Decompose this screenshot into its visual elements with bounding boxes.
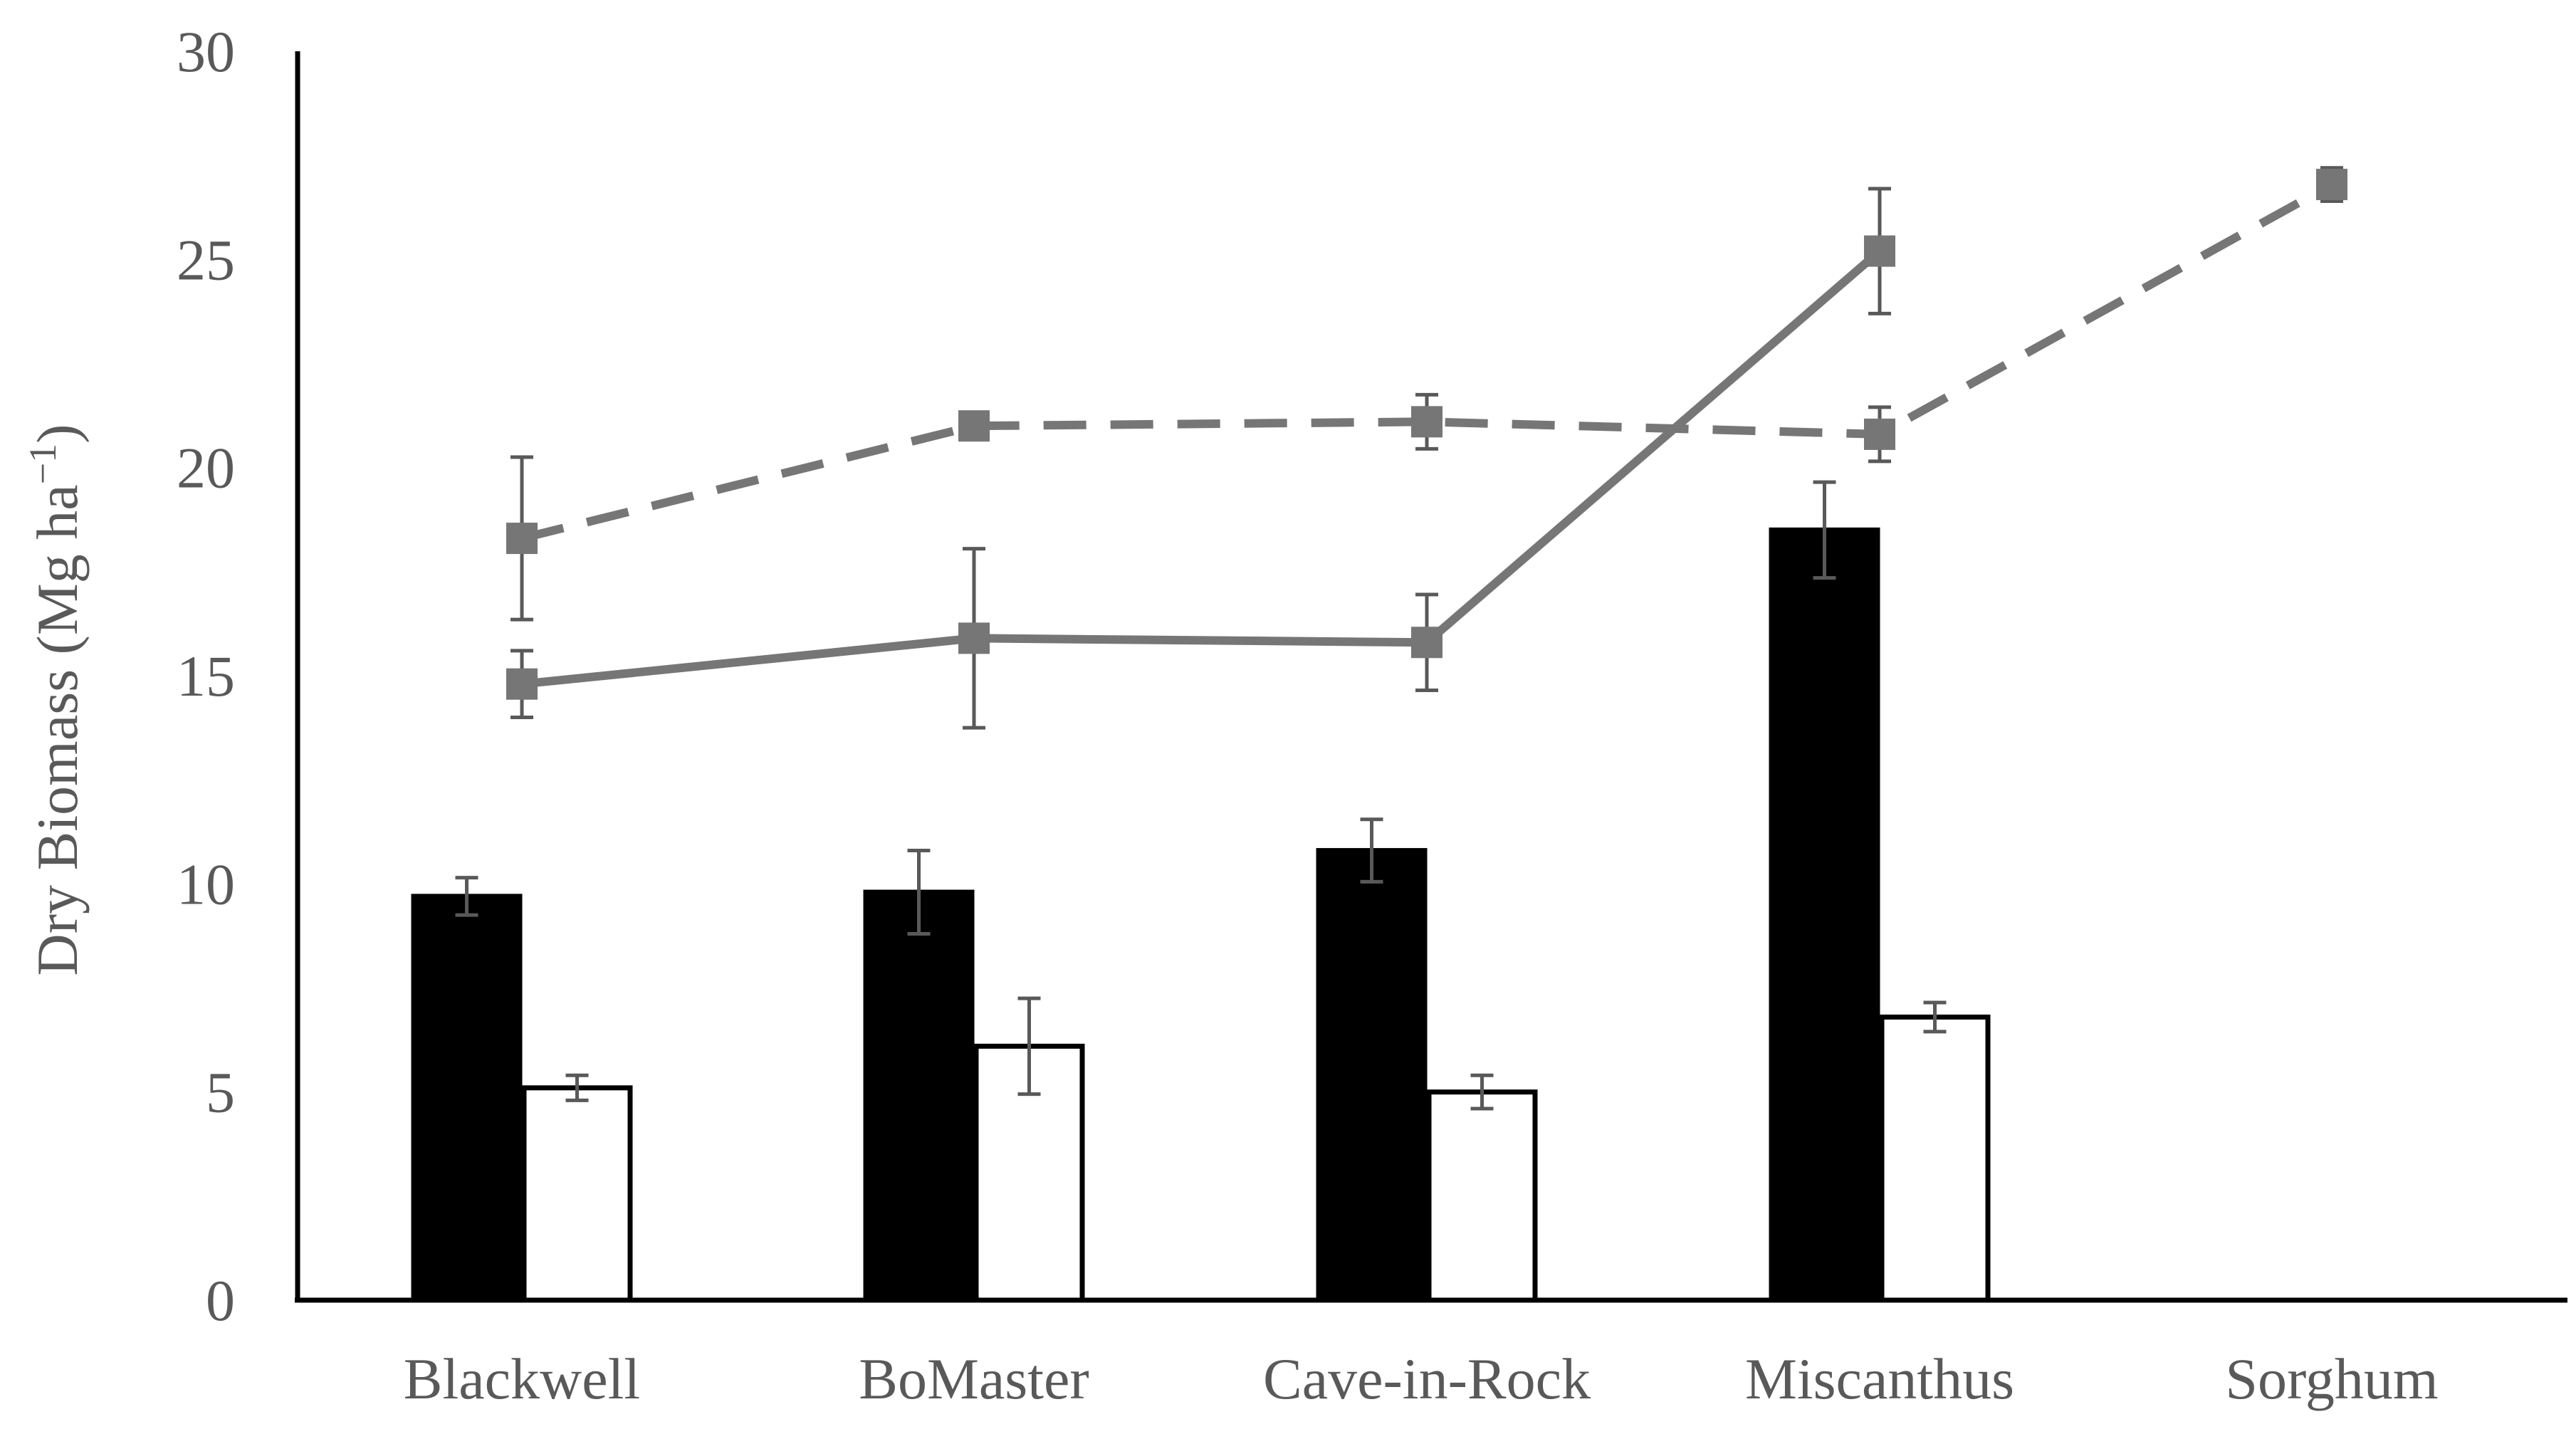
- y-axis-title: Dry Biomass (Mg ha−1): [21, 424, 90, 976]
- lines-layer: [506, 166, 2347, 730]
- y-tick-label: 25: [177, 227, 235, 292]
- x-tick-label: Cave-in-Rock: [1263, 1346, 1591, 1411]
- axes-layer: [295, 51, 2567, 1303]
- bar-white-error-bar: [1923, 1000, 1947, 1034]
- line-solid-marker: [958, 622, 990, 654]
- bar-black-bar: [1769, 527, 1880, 1303]
- line-dashed-marker: [506, 523, 538, 555]
- line-dashed-marker: [2316, 169, 2347, 201]
- y-tick-label: 10: [177, 852, 235, 916]
- bar-white-error-bar: [1017, 996, 1041, 1097]
- line-solid-marker: [1411, 627, 1443, 659]
- x-tick-label: Miscanthus: [1745, 1346, 2014, 1411]
- y-tick-label: 0: [206, 1268, 235, 1333]
- bar-black-bar: [411, 894, 523, 1303]
- bar-black-error-bar: [907, 849, 931, 936]
- y-tick-label: 20: [177, 436, 235, 501]
- line-solid-path: [521, 248, 1883, 689]
- bars-layer: [411, 480, 1991, 1303]
- x-tick-label: Sorghum: [2225, 1346, 2438, 1411]
- bar-white-error-bar: [565, 1073, 589, 1102]
- bar-white-error-bar: [1470, 1073, 1494, 1111]
- y-tick-label: 5: [206, 1060, 235, 1125]
- x-tick-labels: Blackwell BoMaster Cave-in-Rock Miscanthus S…: [404, 1346, 2439, 1411]
- bar-black-bar: [863, 889, 975, 1303]
- y-tick-labels: 0 5 10 15 20 25 30: [177, 19, 235, 1333]
- bar-black-error-bar: [1813, 480, 1836, 580]
- line-dashed-marker: [1864, 418, 1895, 450]
- line-solid-marker: [506, 668, 538, 700]
- y-tick-label: 30: [177, 19, 235, 84]
- bar-black-error-bar: [455, 876, 478, 917]
- bar-white-bar: [521, 1085, 633, 1303]
- x-tick-label: BoMaster: [859, 1346, 1089, 1411]
- line-dashed-marker: [1411, 406, 1443, 438]
- line-dashed-marker: [958, 410, 990, 442]
- x-tick-label: Blackwell: [404, 1346, 640, 1411]
- line-solid-marker: [1864, 235, 1895, 267]
- y-tick-label: 15: [177, 644, 235, 708]
- bar-black-error-bar: [1360, 817, 1383, 884]
- bar-black-bar: [1316, 848, 1428, 1303]
- bar-white-bar: [1879, 1014, 1991, 1303]
- line-dashed-path: [520, 180, 2334, 543]
- bar-white-bar: [1426, 1089, 1538, 1303]
